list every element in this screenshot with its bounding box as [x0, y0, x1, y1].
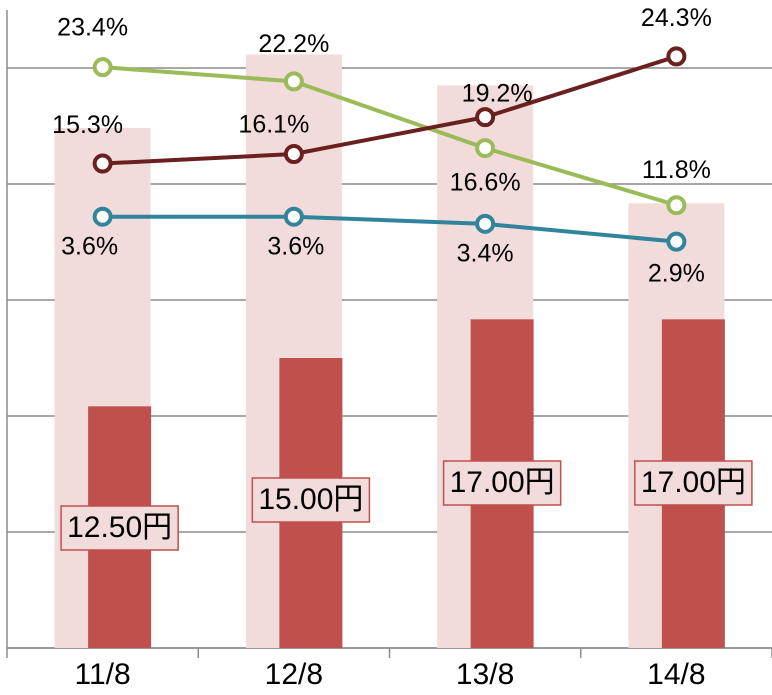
value-label: 15.3% — [52, 111, 123, 139]
value-label: 3.6% — [267, 232, 324, 260]
x-tick-label: 13/8 — [456, 658, 514, 691]
value-label: 3.6% — [61, 232, 118, 260]
line-marker — [283, 144, 304, 165]
line-series — [102, 54, 677, 166]
value-label: 16.6% — [450, 169, 521, 197]
value-label: 23.4% — [57, 14, 128, 42]
line-marker — [475, 213, 496, 234]
value-label: 16.1% — [238, 111, 309, 139]
line-marker — [92, 206, 113, 227]
value-label: 22.2% — [258, 30, 329, 58]
line-marker — [283, 71, 304, 92]
value-label: 11.8% — [642, 156, 711, 184]
value-label: 3.4% — [457, 239, 514, 267]
line-series — [102, 65, 677, 208]
value-label-box — [251, 477, 371, 523]
x-tick-label: 12/8 — [265, 658, 323, 691]
value-label: 17.00円 — [450, 466, 555, 499]
line-marker — [92, 153, 113, 174]
x-tick-label: 11/8 — [75, 658, 131, 691]
line-marker — [666, 195, 687, 216]
value-label: 12.50円 — [67, 511, 172, 544]
value-label: 15.00円 — [258, 483, 363, 516]
line-marker — [666, 231, 687, 252]
value-label: 2.9% — [648, 259, 705, 287]
line-marker — [283, 206, 304, 227]
value-label-box — [60, 505, 179, 551]
value-label: 24.3% — [641, 4, 712, 32]
line-series — [102, 214, 677, 244]
value-label: 19.2% — [462, 80, 533, 108]
x-tick-label: 14/8 — [647, 658, 705, 691]
value-label-box — [634, 460, 753, 506]
line-marker — [475, 107, 496, 128]
line-marker — [475, 138, 496, 159]
value-label-box — [442, 460, 562, 506]
line-marker — [92, 57, 113, 78]
line-marker — [666, 46, 687, 67]
value-label: 17.00円 — [641, 466, 746, 499]
